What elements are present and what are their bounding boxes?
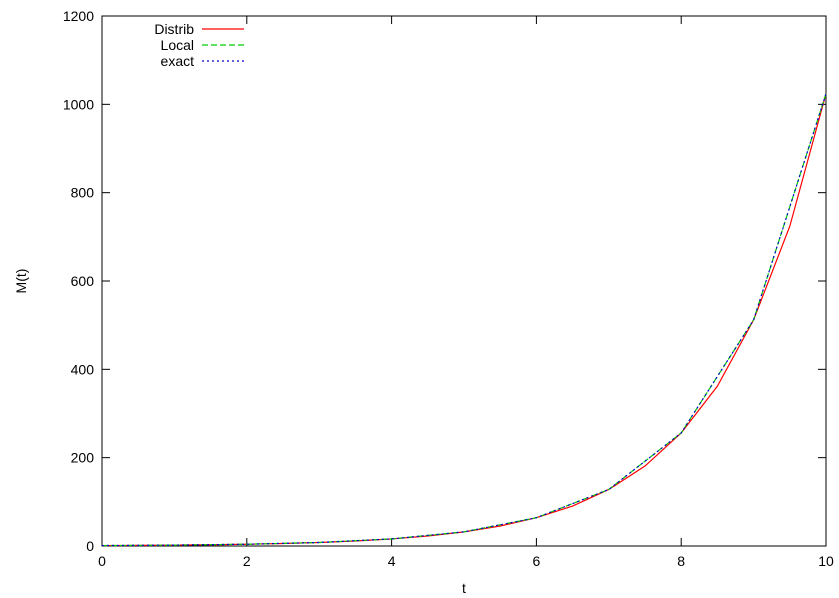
x-tick-label: 8 bbox=[677, 553, 685, 569]
y-tick-label: 1000 bbox=[63, 96, 94, 112]
tick-labels: 0 2 4 6 8 10 0 200 400 600 800 1000 1200 bbox=[63, 8, 834, 569]
series-line-local bbox=[101, 93, 827, 547]
series-lines bbox=[101, 93, 827, 547]
legend-label-distrib: Distrib bbox=[154, 21, 194, 37]
x-tick-label: 4 bbox=[388, 553, 396, 569]
legend-label-exact: exact bbox=[161, 53, 195, 69]
plot-frame bbox=[101, 15, 827, 547]
y-tick-label: 600 bbox=[71, 273, 95, 289]
series-line-exact bbox=[101, 93, 827, 547]
series-line-distrib bbox=[101, 93, 827, 547]
legend-label-local: Local bbox=[161, 37, 194, 53]
x-tick-label: 2 bbox=[243, 553, 251, 569]
y-tick-label: 400 bbox=[71, 361, 95, 377]
x-axis-label: t bbox=[462, 580, 466, 596]
x-tick-label: 10 bbox=[818, 553, 834, 569]
y-axis-label: M(t) bbox=[13, 269, 29, 294]
y-tick-label: 800 bbox=[71, 185, 95, 201]
x-tick-label: 6 bbox=[533, 553, 541, 569]
y-tick-label: 200 bbox=[71, 450, 95, 466]
ticks bbox=[101, 15, 827, 547]
y-tick-label: 0 bbox=[86, 538, 94, 554]
x-tick-label: 0 bbox=[98, 553, 106, 569]
y-tick-label: 1200 bbox=[63, 8, 94, 24]
